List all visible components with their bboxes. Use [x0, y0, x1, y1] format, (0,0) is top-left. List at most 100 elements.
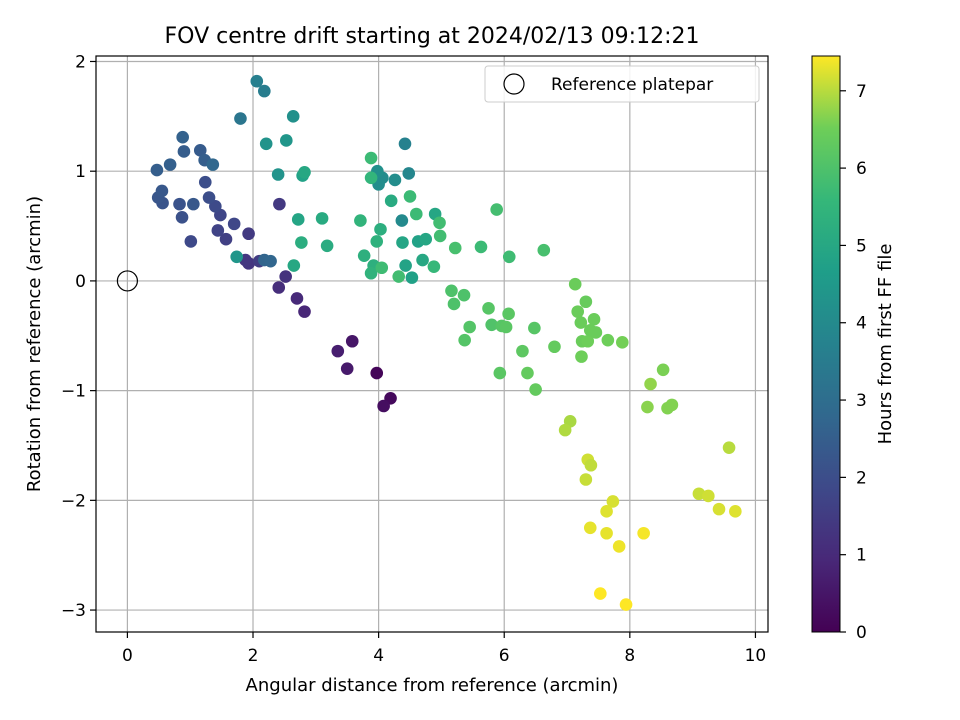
- colorbar-label: Hours from first FF file: [875, 244, 896, 445]
- data-point: [403, 190, 417, 203]
- data-point: [575, 350, 588, 363]
- data-point: [558, 423, 572, 437]
- legend: Reference platepar: [484, 65, 760, 103]
- data-point: [447, 297, 461, 311]
- x-tick-label: 4: [373, 646, 384, 666]
- data-point: [457, 288, 471, 302]
- data-point: [482, 302, 495, 315]
- plot-frame: [95, 55, 769, 633]
- data-point: [419, 232, 433, 246]
- data-point: [279, 134, 293, 147]
- y-tick-label: −2: [61, 491, 86, 511]
- y-tick-label: −3: [61, 601, 86, 621]
- data-point: [315, 212, 329, 225]
- x-tick-label: 10: [745, 646, 767, 666]
- data-point: [433, 229, 447, 243]
- data-point: [209, 200, 222, 213]
- data-point: [490, 203, 503, 216]
- data-point: [399, 259, 412, 272]
- data-point: [589, 326, 603, 339]
- data-point: [584, 458, 598, 472]
- data-point: [392, 270, 406, 283]
- colorbar-tick-label: 3: [856, 391, 867, 411]
- y-tick-label: 2: [75, 52, 86, 72]
- data-points: [116, 74, 742, 611]
- data-point: [331, 344, 345, 358]
- data-point: [502, 307, 515, 321]
- data-point: [637, 526, 650, 540]
- colorbar-tick-label: 4: [856, 314, 867, 334]
- data-point: [665, 398, 679, 412]
- data-point: [320, 239, 334, 253]
- data-point: [242, 227, 255, 241]
- data-point: [516, 344, 529, 358]
- legend-label: Reference platepar: [551, 75, 713, 95]
- data-point: [644, 377, 657, 391]
- data-point: [187, 197, 200, 211]
- data-point: [150, 163, 164, 177]
- data-point: [427, 260, 441, 273]
- data-point: [357, 249, 371, 262]
- data-point: [173, 197, 186, 211]
- data-point: [176, 130, 189, 144]
- data-point: [273, 197, 286, 211]
- data-point: [537, 243, 551, 257]
- data-point: [375, 261, 389, 275]
- data-point: [370, 235, 384, 248]
- data-point: [264, 254, 277, 268]
- data-point: [202, 191, 216, 204]
- data-point: [600, 526, 613, 540]
- data-point: [388, 173, 402, 187]
- data-point: [722, 441, 736, 454]
- data-point: [364, 266, 378, 280]
- data-point: [234, 112, 247, 125]
- data-point: [568, 277, 582, 291]
- data-point: [258, 84, 271, 98]
- data-point: [579, 473, 593, 486]
- data-point: [290, 292, 304, 305]
- data-point: [448, 241, 462, 255]
- data-point: [587, 313, 601, 326]
- data-point: [402, 167, 416, 180]
- data-point: [729, 505, 742, 518]
- legend-box: [484, 65, 760, 103]
- data-point: [354, 214, 367, 227]
- y-tick-label: −1: [61, 382, 86, 402]
- data-point: [250, 74, 264, 88]
- y-tick-label: 0: [75, 272, 86, 292]
- colorbar-tick-label: 7: [856, 82, 867, 102]
- data-point: [615, 336, 629, 349]
- y-tick-label: 1: [75, 162, 86, 182]
- data-point: [594, 587, 607, 600]
- data-point: [529, 383, 542, 396]
- data-point: [571, 305, 585, 318]
- data-point: [574, 316, 588, 329]
- reference-platepar-marker: [116, 270, 139, 292]
- data-point: [579, 295, 593, 309]
- data-point: [612, 540, 626, 553]
- data-point: [702, 489, 715, 503]
- data-point: [405, 271, 419, 284]
- data-point: [502, 250, 516, 264]
- data-point: [374, 223, 387, 236]
- data-point: [548, 340, 561, 354]
- reference-marker-icon: [503, 73, 525, 95]
- data-point: [175, 210, 189, 224]
- data-point: [493, 366, 507, 380]
- data-point: [485, 318, 498, 332]
- data-point: [581, 334, 595, 348]
- chart-title: FOV centre drift starting at 2024/02/13 …: [165, 24, 700, 49]
- data-point: [712, 502, 726, 516]
- data-point: [259, 137, 273, 151]
- data-point: [177, 145, 191, 158]
- data-point: [206, 158, 220, 171]
- data-point: [155, 184, 169, 198]
- x-tick-label: 8: [624, 646, 635, 666]
- data-point: [384, 194, 398, 208]
- data-point: [286, 110, 300, 123]
- colorbar-tick-label: 2: [856, 468, 867, 488]
- data-point: [272, 281, 286, 294]
- data-point: [445, 284, 458, 298]
- data-point: [474, 240, 488, 254]
